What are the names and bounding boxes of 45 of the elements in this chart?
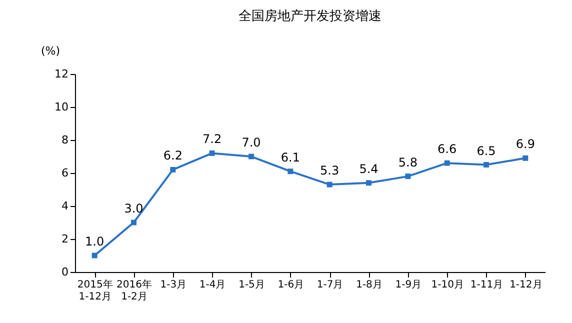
- data-label: 1.0: [85, 234, 104, 248]
- x-tick-label: 1-7月: [316, 280, 344, 290]
- point: [405, 174, 411, 180]
- point: [248, 154, 254, 160]
- data-label: 7.2: [202, 132, 222, 146]
- data-label: 5.8: [398, 155, 418, 170]
- y-tick-label: 2: [62, 232, 68, 246]
- y-axis-title: (%): [40, 44, 60, 58]
- x-tick-label: 1-5月: [238, 280, 265, 290]
- y-tick-label: 12: [54, 68, 68, 80]
- x-tick-label: 1-4月: [199, 280, 226, 290]
- data-label: 3.0: [124, 202, 144, 216]
- chart-title: 全国房地产开发投资增速: [238, 8, 382, 24]
- point: [170, 166, 176, 172]
- x-tick-label: 1-9月: [395, 280, 422, 290]
- y-tick-label: 4: [62, 200, 68, 212]
- x-tick-label: 1-10月: [431, 280, 464, 290]
- point: [326, 182, 332, 188]
- data-label: 7.0: [242, 136, 261, 150]
- point: [522, 155, 528, 161]
- point: [92, 252, 98, 258]
- data-label: 6.1: [280, 150, 300, 164]
- x-tick-label: 2015年 1-12月: [77, 278, 113, 302]
- x-tick-label: 2016年 1-2月: [116, 278, 152, 302]
- x-tick-label: 1-11月: [470, 280, 504, 290]
- data-label: 6.5: [476, 144, 496, 158]
- point: [366, 180, 372, 186]
- y-tick-label: 6: [62, 166, 68, 180]
- point: [131, 220, 136, 226]
- y-tick-label: 8: [62, 134, 68, 146]
- point: [444, 160, 450, 166]
- point: [288, 168, 294, 174]
- x-tick-label: 1-12月: [510, 280, 542, 290]
- x-tick-label: 1-3月: [160, 280, 187, 290]
- data-label: 6.9: [516, 137, 535, 152]
- data-label: 5.3: [320, 164, 340, 178]
- y-tick-label: 10: [54, 100, 68, 114]
- x-tick-label: 1-6月: [278, 280, 304, 290]
- data-label: 5.4: [359, 162, 378, 176]
- data-label: 6.2: [163, 148, 182, 163]
- y-tick-label: 0: [62, 266, 68, 278]
- point: [484, 162, 489, 168]
- x-tick-label: 1-8月: [356, 280, 382, 290]
- data-label: 6.6: [438, 142, 457, 156]
- point: [209, 150, 215, 156]
